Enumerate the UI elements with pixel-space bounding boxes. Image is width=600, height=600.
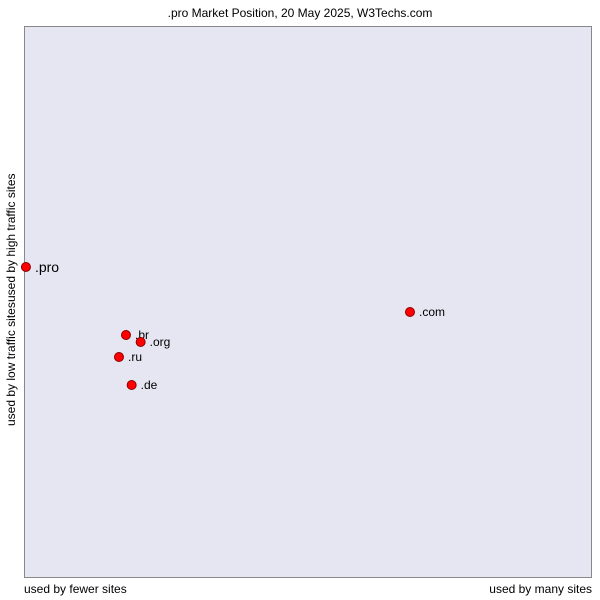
point-marker (127, 380, 137, 390)
chart-title: .pro Market Position, 20 May 2025, W3Tec… (0, 6, 600, 20)
y-axis-label-bottom: used by low traffic sites (2, 302, 20, 578)
point-label: .org (150, 335, 171, 349)
point-label: .pro (35, 259, 59, 275)
market-position-chart: .pro Market Position, 20 May 2025, W3Tec… (0, 0, 600, 600)
data-point: .ru (114, 350, 142, 364)
data-point: .org (136, 335, 171, 349)
point-marker (405, 307, 415, 317)
plot-area: .pro.com.br.org.ru.de (24, 26, 592, 578)
point-marker (21, 262, 31, 272)
data-point: .com (405, 305, 445, 319)
point-label: .com (419, 305, 445, 319)
x-axis-label-left: used by fewer sites (24, 582, 127, 596)
point-marker (114, 352, 124, 362)
point-marker (121, 330, 131, 340)
y-axis-label-top: used by high traffic sites (2, 26, 20, 302)
point-label: .ru (128, 350, 142, 364)
x-axis-label-right: used by many sites (489, 582, 592, 596)
point-label: .de (141, 378, 158, 392)
point-marker (136, 337, 146, 347)
data-point: .de (127, 378, 158, 392)
data-point: .pro (21, 259, 59, 275)
